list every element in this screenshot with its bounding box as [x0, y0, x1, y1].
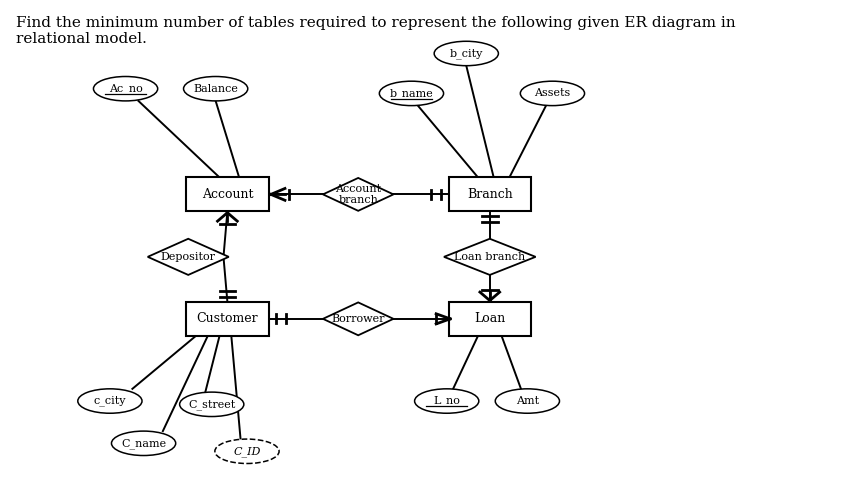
Text: C_ID: C_ID — [233, 446, 261, 456]
Text: Account
branch: Account branch — [335, 184, 381, 205]
Ellipse shape — [111, 431, 176, 456]
Text: Depositor: Depositor — [161, 252, 216, 262]
Ellipse shape — [183, 76, 248, 101]
Bar — [186, 177, 268, 211]
Ellipse shape — [180, 392, 244, 416]
Text: Amt: Amt — [516, 396, 539, 406]
Ellipse shape — [215, 439, 279, 464]
Ellipse shape — [93, 76, 158, 101]
Polygon shape — [323, 178, 393, 211]
Ellipse shape — [415, 389, 479, 413]
Polygon shape — [444, 239, 536, 275]
Text: Branch: Branch — [467, 188, 512, 201]
Text: C_name: C_name — [121, 438, 166, 449]
Text: L_no: L_no — [434, 396, 460, 406]
Ellipse shape — [495, 389, 560, 413]
Ellipse shape — [380, 81, 444, 106]
Bar — [449, 302, 530, 336]
Text: Loan branch: Loan branch — [454, 252, 525, 262]
Text: b_name: b_name — [390, 88, 434, 99]
Text: Account: Account — [201, 188, 253, 201]
Ellipse shape — [78, 389, 142, 413]
Text: Find the minimum number of tables required to represent the following given ER d: Find the minimum number of tables requir… — [16, 16, 735, 46]
Text: Ac_no: Ac_no — [109, 83, 142, 94]
Text: Borrower: Borrower — [332, 314, 385, 324]
Polygon shape — [323, 303, 393, 335]
Ellipse shape — [520, 81, 584, 106]
Text: Assets: Assets — [534, 88, 571, 98]
Text: c_city: c_city — [93, 396, 126, 406]
Polygon shape — [147, 239, 229, 275]
Text: Balance: Balance — [193, 84, 238, 94]
Text: b_city: b_city — [450, 48, 483, 59]
Text: C_street: C_street — [188, 399, 236, 410]
Text: Customer: Customer — [196, 312, 258, 326]
Text: Loan: Loan — [474, 312, 506, 326]
Ellipse shape — [434, 41, 499, 65]
Bar — [449, 177, 530, 211]
Bar — [186, 302, 268, 336]
